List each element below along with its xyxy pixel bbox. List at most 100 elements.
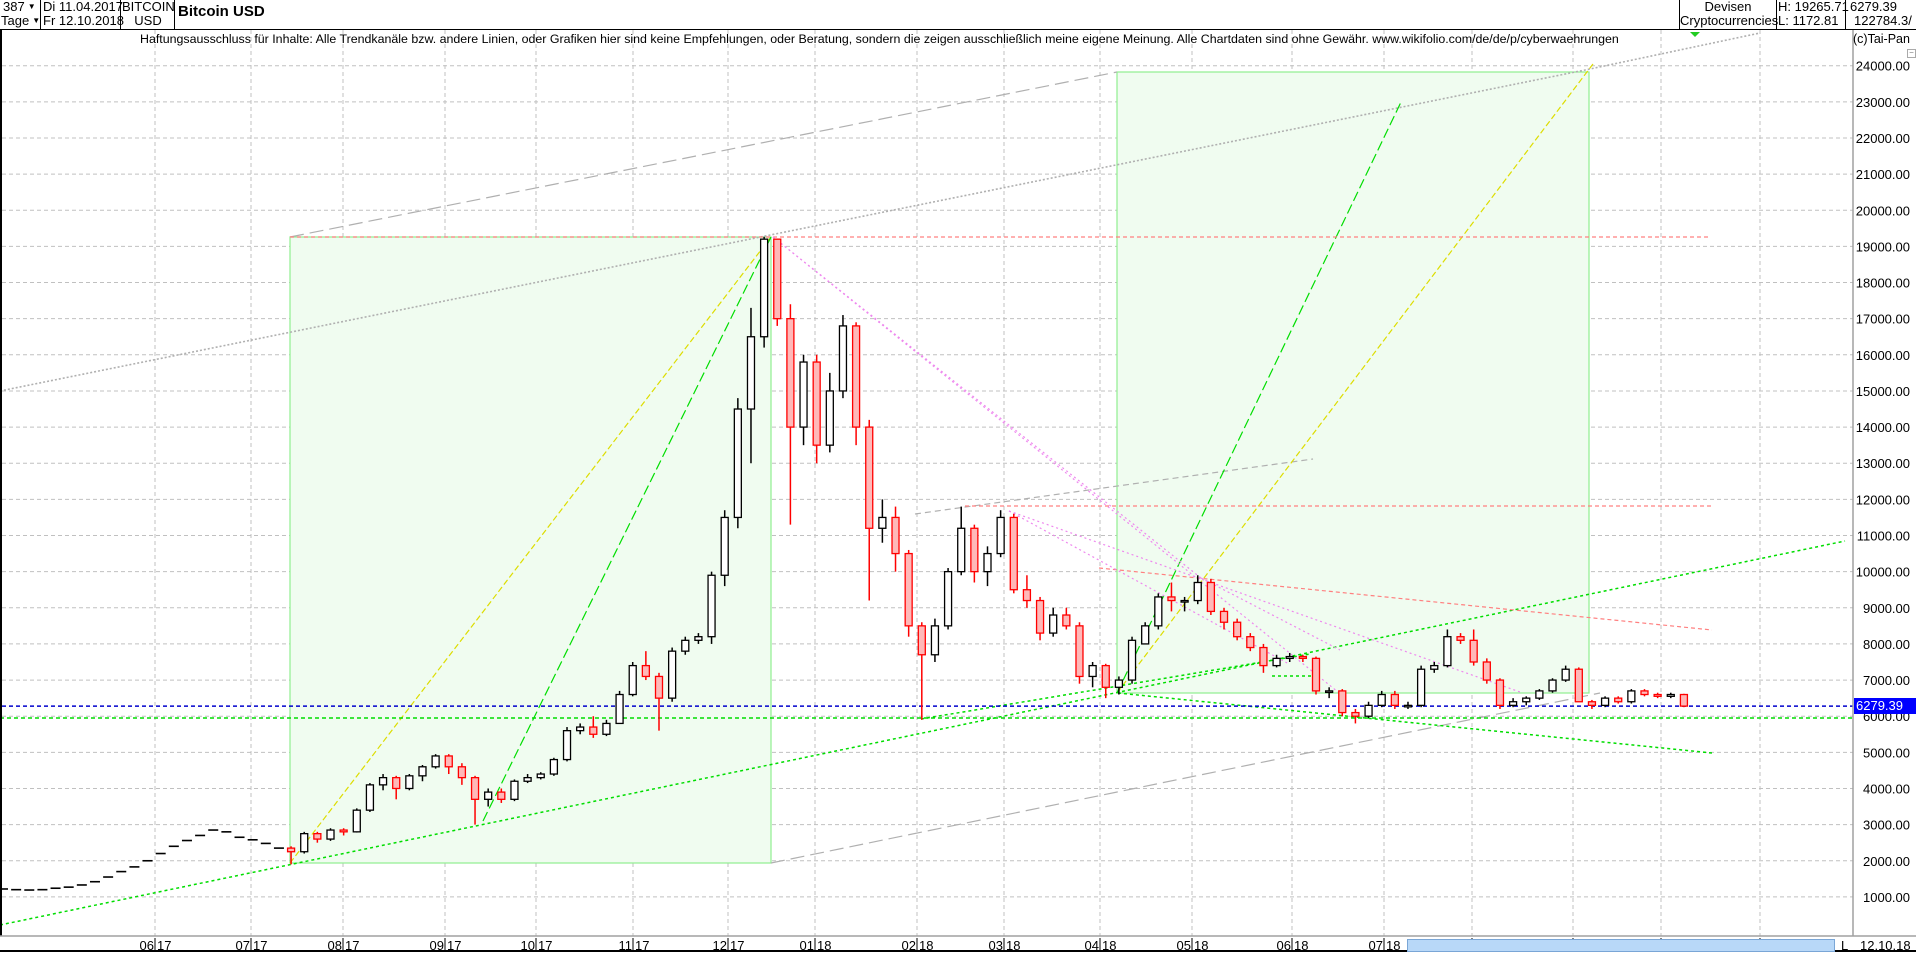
candle-body (1167, 596, 1176, 602)
x-tick-label-month: 06 (140, 938, 154, 952)
candle (865, 419, 874, 601)
x-tick-label-year: 18 (919, 938, 933, 952)
trend-line-gray (289, 71, 1118, 238)
candle-body (457, 766, 467, 779)
x-tick-label-year: 18 (1386, 938, 1400, 952)
x-tick-label-year: 17 (538, 938, 552, 952)
x-tick-label-year: 18 (1102, 938, 1116, 952)
candle-body (431, 755, 440, 768)
x-tick-label-month: 06 (1277, 938, 1291, 952)
candle-body (444, 755, 453, 768)
y-tick-label: 16000.00 (1856, 348, 1910, 363)
candle (904, 549, 913, 637)
candle (1324, 687, 1334, 699)
candle (1062, 607, 1071, 630)
timeline-scrollbar[interactable] (1407, 939, 1835, 952)
candle (641, 651, 651, 681)
candle (1141, 622, 1150, 645)
date-range-cell[interactable]: Di 11.04.2017 Fr 12.10.2018 (41, 0, 124, 29)
candle-body (1285, 655, 1294, 660)
candle (392, 775, 401, 800)
candle (1535, 689, 1544, 700)
x-tick-label-year: 17 (447, 938, 461, 952)
date-to[interactable]: Fr 12.10.2018 (43, 13, 124, 28)
candle-body (904, 552, 913, 627)
candle-body (576, 726, 585, 732)
y-tick-label: 21000.00 (1856, 167, 1910, 182)
candle-body (1653, 693, 1662, 697)
candle (1285, 652, 1294, 662)
candle (523, 774, 532, 784)
candle-body (1219, 610, 1229, 623)
candle-body (365, 784, 375, 811)
x-tick-label-month: 04 (1085, 938, 1099, 952)
candle-body (536, 773, 545, 779)
candle-body (1535, 690, 1544, 699)
candle (1548, 678, 1557, 693)
candle-body (812, 361, 821, 446)
candle (497, 788, 506, 803)
candle-body (681, 639, 690, 652)
candle-body (1666, 693, 1675, 697)
candle (786, 304, 795, 525)
x-tick-label-year: 17 (253, 938, 267, 952)
y-tick-label: 1000.00 (1863, 890, 1910, 905)
category-line2: Cryptocurrencies (1680, 13, 1779, 28)
candle (1403, 701, 1413, 709)
y-tick-label: 20000.00 (1856, 203, 1910, 218)
candle-body (1351, 711, 1360, 717)
candle-body (825, 390, 834, 446)
y-tick-label: 19000.00 (1856, 239, 1910, 254)
candle (983, 546, 992, 587)
candle (1653, 692, 1662, 699)
support-line (0, 540, 1846, 926)
candle-body (917, 625, 926, 656)
y-tick-label: 8000.00 (1863, 637, 1910, 652)
x-tick-label-year: 17 (345, 938, 359, 952)
marker-triangle-icon (1690, 32, 1700, 37)
x-tick-label-year: 18 (817, 938, 831, 952)
candle (1364, 701, 1373, 719)
x-tick-label-month: 08 (328, 938, 342, 952)
candle-body (1127, 639, 1137, 681)
y-tick-label: 5000.00 (1863, 745, 1910, 760)
candle (510, 779, 519, 802)
bar-count-dropdown[interactable]: 387 ▼ (0, 0, 40, 14)
x-tick-label-month: 07 (1369, 938, 1383, 952)
candle (1180, 596, 1189, 612)
candle-body (983, 552, 992, 573)
candle-body (694, 636, 703, 641)
candle (1259, 643, 1268, 673)
candle (1561, 665, 1570, 682)
candle (838, 315, 848, 399)
candle (799, 354, 808, 446)
candle (470, 775, 480, 825)
candle (628, 661, 637, 697)
x-tick-label-year: 18 (1194, 938, 1208, 952)
period-value: Tage (1, 13, 30, 28)
candle-body (1311, 657, 1321, 692)
candle-body (1561, 668, 1570, 681)
candle (1508, 698, 1518, 708)
candle-body (957, 527, 966, 573)
candle (1311, 656, 1321, 695)
candle-body (1574, 668, 1583, 703)
symbol-line1: BITCOIN (122, 0, 175, 14)
candle-body (1614, 697, 1623, 703)
candle (970, 524, 979, 583)
scroll-marker[interactable]: L (1841, 938, 1849, 953)
candle (733, 398, 742, 529)
high-value: H: 19265.71 (1778, 0, 1849, 14)
date-from[interactable]: Di 11.04.2017 (43, 0, 123, 14)
candle (1377, 690, 1386, 708)
trend-line-gray (914, 458, 1314, 515)
x-tick-label-month: 10 (521, 938, 535, 952)
x-tick-label-year: 17 (157, 938, 171, 952)
candle (1075, 622, 1084, 684)
candle-body (497, 791, 506, 800)
minimize-button[interactable]: − (1907, 49, 1916, 58)
period-dropdown[interactable]: Tage ▼ (0, 14, 40, 28)
pink-trend-line (1008, 510, 1521, 693)
x-tick-label-month: 05 (1177, 938, 1191, 952)
